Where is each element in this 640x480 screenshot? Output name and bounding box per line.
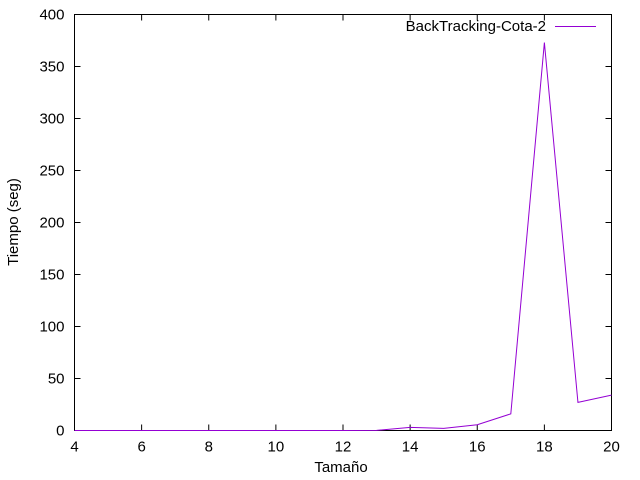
legend-label: BackTracking-Cota-2 <box>406 18 546 35</box>
legend: BackTracking-Cota-2 <box>406 18 596 35</box>
y-axis-label: Tiempo (seg) <box>5 178 22 266</box>
x-tick-label: 14 <box>402 439 419 456</box>
x-tick-label: 6 <box>137 439 145 456</box>
x-tick-label: 8 <box>205 439 213 456</box>
y-tick-label: 150 <box>39 267 64 284</box>
y-tick-label: 0 <box>56 423 64 440</box>
x-tick-label: 16 <box>469 439 486 456</box>
y-tick-label: 350 <box>39 59 64 76</box>
y-tick-label: 50 <box>48 371 65 388</box>
x-tick-label: 20 <box>603 439 620 456</box>
x-tick-label: 4 <box>70 439 78 456</box>
y-tick-label: 200 <box>39 215 64 232</box>
x-tick-label: 18 <box>536 439 553 456</box>
x-axis-label: Tamaño <box>314 459 367 476</box>
y-tick-label: 400 <box>39 7 64 24</box>
x-axis-ticks: 4 6 8 10 12 14 16 18 20 <box>70 14 620 456</box>
series-line <box>74 42 612 431</box>
y-tick-label: 250 <box>39 163 64 180</box>
y-tick-label: 100 <box>39 319 64 336</box>
x-tick-label: 10 <box>268 439 285 456</box>
x-tick-label: 12 <box>335 439 352 456</box>
plot-frame <box>74 14 612 431</box>
plot-border <box>74 14 612 431</box>
y-axis-ticks: 0 50 100 150 200 250 300 350 400 <box>39 7 612 440</box>
series-layer <box>74 42 612 431</box>
y-tick-label: 300 <box>39 111 64 128</box>
